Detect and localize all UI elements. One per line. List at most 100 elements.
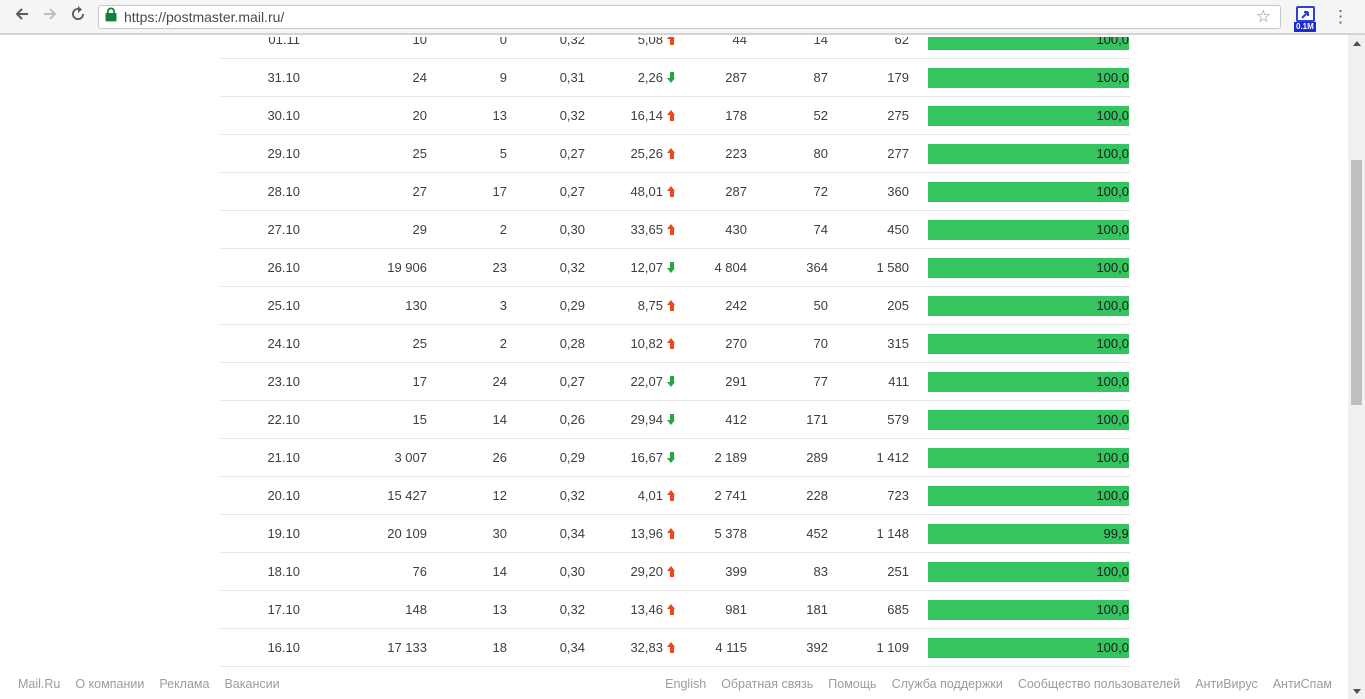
cell-date: 30.10: [267, 108, 300, 123]
cell-value: 0,32: [559, 260, 585, 275]
cell-count: 44: [732, 37, 747, 47]
cell-value: 14: [492, 412, 507, 427]
cell-count: 242: [725, 298, 747, 313]
cell-date: 26.10: [267, 260, 300, 275]
cell-count: 723: [887, 488, 909, 503]
cell-count: 70: [813, 336, 828, 351]
footer-link[interactable]: Обратная связь: [721, 677, 814, 691]
percent-bar-track: 100,0: [928, 143, 1129, 164]
bar-label: 100,0: [1096, 563, 1129, 579]
trend-arrow-icon: [667, 186, 676, 197]
table-row: 26.10 19 906 23 0,32 12,07 4 804 364 1 5…: [220, 249, 1130, 287]
cell-count: 14: [813, 37, 828, 47]
forward-button[interactable]: [36, 3, 64, 31]
cell-delta-value: 12,07: [630, 260, 663, 275]
url-input[interactable]: https://postmaster.mail.ru/: [124, 8, 285, 25]
extension-icon: [1296, 5, 1315, 22]
bar-label: 100,0: [1096, 487, 1129, 503]
cell-value: 26: [492, 450, 507, 465]
bar-label: 100,0: [1096, 145, 1129, 161]
scrollbar-thumb[interactable]: [1351, 160, 1362, 405]
cell-value: 25: [412, 146, 427, 161]
cell-delta: 13,46: [585, 602, 676, 617]
lock-icon: [105, 7, 117, 27]
scrollbar-down-button[interactable]: [1348, 683, 1365, 699]
cell-count: 4 804: [714, 260, 747, 275]
bar-label: 100,0: [1096, 449, 1129, 465]
cell-count: 579: [887, 412, 909, 427]
cell-value: 13: [492, 108, 507, 123]
reload-icon: [69, 5, 87, 28]
table-row: 28.10 27 17 0,27 48,01 287 72 360 100,0: [220, 173, 1130, 211]
bar-label: 100,0: [1096, 373, 1129, 389]
footer-link[interactable]: Помощь: [828, 677, 877, 691]
footer-links-left: Mail.Ru О компании Реклама Вакансии: [18, 677, 295, 691]
footer-link[interactable]: Mail.Ru: [18, 677, 61, 691]
reload-button[interactable]: [64, 3, 92, 31]
table-row: 17.10 148 13 0,32 13,46 981 181 685 100,…: [220, 591, 1130, 629]
cell-value: 20: [412, 108, 427, 123]
address-bar[interactable]: https://postmaster.mail.ru/ ☆: [98, 4, 1281, 29]
cell-value: 15 427: [387, 488, 427, 503]
footer-link[interactable]: Реклама: [159, 677, 210, 691]
cell-count: 277: [887, 146, 909, 161]
trend-arrow-icon: [667, 148, 676, 159]
extension-button[interactable]: 0.1M: [1294, 2, 1318, 32]
cell-delta-value: 10,82: [630, 336, 663, 351]
footer-link[interactable]: АнтиСпам: [1272, 677, 1332, 691]
footer-link[interactable]: О компании: [75, 677, 145, 691]
cell-value: 17 133: [387, 640, 427, 655]
cell-value: 130: [405, 298, 427, 313]
cell-value: 5: [499, 146, 507, 161]
cell-count: 392: [806, 640, 828, 655]
cell-value: 0,28: [559, 336, 585, 351]
cell-date: 16.10: [267, 640, 300, 655]
cell-value: 29: [412, 222, 427, 237]
cell-date: 22.10: [267, 412, 300, 427]
cell-value: 3: [499, 298, 507, 313]
trend-arrow-icon: [667, 414, 676, 425]
percent-bar-track: 100,0: [928, 333, 1129, 354]
percent-bar-fill: 100,0: [928, 333, 1129, 354]
cell-date: 31.10: [267, 70, 300, 85]
cell-bar: 100,0: [909, 295, 1130, 316]
cell-count: 1 412: [876, 450, 909, 465]
vertical-scrollbar[interactable]: [1348, 35, 1365, 699]
back-button[interactable]: [8, 3, 36, 31]
menu-icon[interactable]: ⋮: [1332, 6, 1349, 26]
percent-bar-fill: 100,0: [928, 561, 1129, 582]
page-content: 01.11 10 0 0,32 5,08 44 14 62 100,0 31.1…: [0, 37, 1348, 669]
percent-bar-track: 100,0: [928, 219, 1129, 240]
cell-value: 0,30: [559, 222, 585, 237]
footer-link[interactable]: АнтиВирус: [1195, 677, 1258, 691]
cell-delta-value: 8,75: [637, 298, 663, 313]
footer-link[interactable]: Служба поддержки: [891, 677, 1003, 691]
footer-link[interactable]: Вакансии: [224, 677, 280, 691]
cell-delta-value: 25,26: [630, 146, 663, 161]
trend-arrow-icon: [667, 300, 676, 311]
cell-count: 1 109: [876, 640, 909, 655]
cell-bar: 100,0: [909, 599, 1130, 620]
cell-count: 315: [887, 336, 909, 351]
bookmark-star-icon[interactable]: ☆: [1255, 7, 1271, 26]
footer-link[interactable]: English: [665, 677, 707, 691]
cell-value: 12: [492, 488, 507, 503]
cell-date: 27.10: [267, 222, 300, 237]
cell-bar: 99,9: [909, 523, 1130, 544]
cell-value: 0,27: [559, 184, 585, 199]
cell-count: 52: [813, 108, 828, 123]
scrollbar-up-button[interactable]: [1348, 35, 1365, 51]
cell-count: 72: [813, 184, 828, 199]
footer-link[interactable]: Сообщество пользователей: [1017, 677, 1181, 691]
table-row: 25.10 130 3 0,29 8,75 242 50 205 100,0: [220, 287, 1130, 325]
bar-label: 100,0: [1096, 37, 1129, 47]
table-row: 01.11 10 0 0,32 5,08 44 14 62 100,0: [220, 37, 1130, 59]
percent-bar-fill: 100,0: [928, 67, 1129, 88]
cell-delta-value: 48,01: [630, 184, 663, 199]
cell-bar: 100,0: [909, 181, 1130, 202]
bar-label: 100,0: [1096, 335, 1129, 351]
cell-delta: 10,82: [585, 336, 676, 351]
cell-count: 364: [806, 260, 828, 275]
cell-value: 0,34: [559, 526, 585, 541]
cell-bar: 100,0: [909, 447, 1130, 468]
